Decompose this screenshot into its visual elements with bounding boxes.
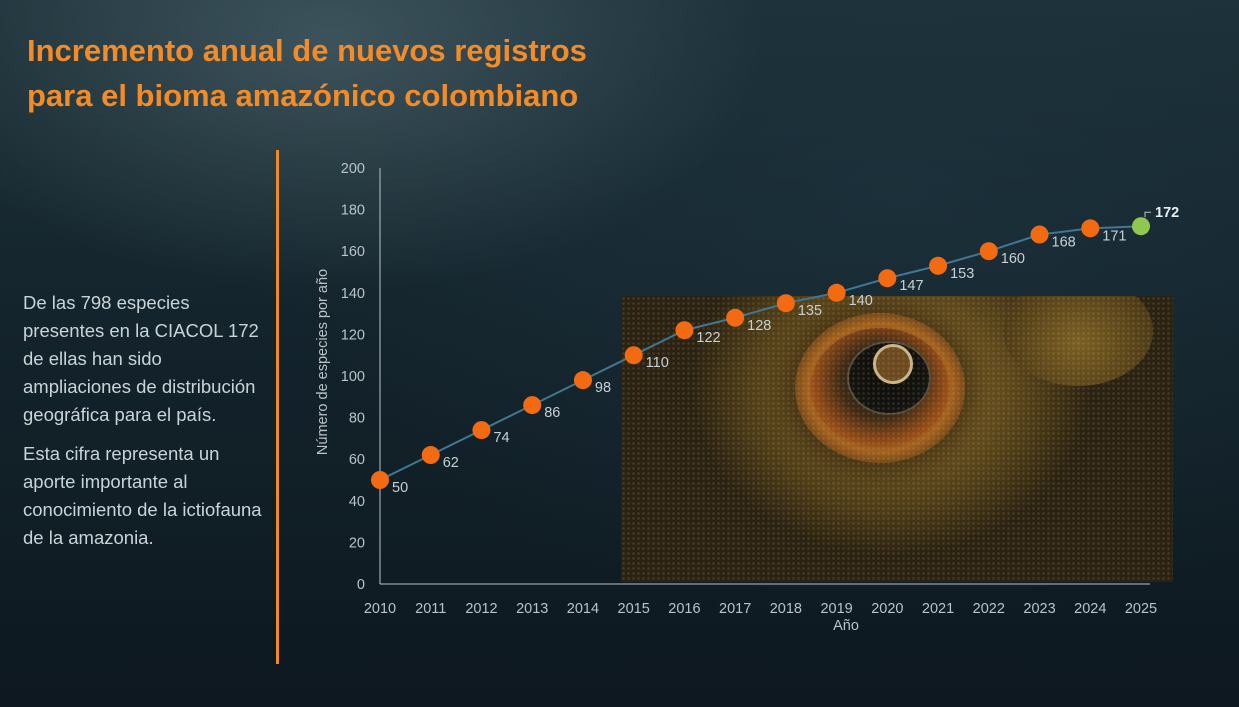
x-tick-label: 2019 xyxy=(820,601,852,617)
photo-skin-texture xyxy=(621,296,1173,582)
data-point xyxy=(523,396,542,415)
y-axis: 0 20 40 60 80 100 120 140 160 180 200 xyxy=(341,161,365,593)
data-label: 62 xyxy=(443,455,459,471)
data-point xyxy=(726,308,745,327)
y-tick-label: 160 xyxy=(341,244,365,260)
data-labels: 50 62 74 86 98 110 122 128 135 140 147 153 160 168 171… xyxy=(392,205,1179,496)
data-point xyxy=(878,269,897,288)
x-tick-label: 2012 xyxy=(465,601,497,617)
data-label: 171 xyxy=(1102,228,1126,244)
data-label: 172 xyxy=(1155,205,1179,221)
y-axis-title: Número de especies por año xyxy=(315,269,331,455)
title-line-1: Incremento anual de nuevos registros xyxy=(27,33,587,68)
data-point xyxy=(573,371,592,390)
x-axis: 2010 2011 2012 2013 2014 2015 2016 2017 2018 2019… xyxy=(364,601,1157,617)
data-point xyxy=(929,256,948,275)
data-label: 153 xyxy=(950,266,974,282)
x-tick-label: 2014 xyxy=(567,601,599,617)
x-tick-label: 2010 xyxy=(364,601,396,617)
data-point xyxy=(776,294,795,313)
series-line-path xyxy=(379,225,1142,481)
x-tick-label: 2022 xyxy=(973,601,1005,617)
label-leader-line xyxy=(1144,211,1151,218)
data-point xyxy=(675,321,694,340)
x-tick-label: 2017 xyxy=(719,601,751,617)
data-label: 140 xyxy=(849,293,873,309)
data-points xyxy=(371,217,1150,489)
y-tick-label: 20 xyxy=(349,535,365,551)
x-tick-label: 2024 xyxy=(1074,601,1106,617)
x-tick-label: 2021 xyxy=(922,601,954,617)
data-point xyxy=(1081,219,1100,238)
data-label: 147 xyxy=(899,278,923,294)
series-line xyxy=(379,225,1142,481)
x-tick-label: 2013 xyxy=(516,601,548,617)
x-tick-label: 2015 xyxy=(618,601,650,617)
y-tick-label: 100 xyxy=(341,369,365,385)
data-point xyxy=(371,471,389,489)
x-tick-label: 2025 xyxy=(1125,601,1157,617)
y-tick-label: 0 xyxy=(357,577,365,593)
data-label: 86 xyxy=(544,405,560,421)
summary-paragraph-1: De las 798 especies presentes en la CIAC… xyxy=(23,292,259,425)
title-line-2: para el bioma amazónico colombiano xyxy=(27,78,579,113)
y-tick-label: 120 xyxy=(341,327,365,343)
data-label: 50 xyxy=(392,480,408,496)
data-point xyxy=(421,446,440,465)
data-label: 110 xyxy=(646,355,669,371)
summary-text: De las 798 especies presentes en la CIAC… xyxy=(23,289,273,563)
y-tick-label: 60 xyxy=(349,452,365,468)
slide-title: Incremento anual de nuevos registros par… xyxy=(27,28,727,118)
y-tick-label: 40 xyxy=(349,494,365,510)
fish-eye-photo xyxy=(621,296,1173,582)
x-tick-label: 2016 xyxy=(668,601,700,617)
data-point-highlight xyxy=(1132,217,1150,236)
y-tick-label: 200 xyxy=(341,161,365,177)
summary-paragraph-2: Esta cifra representa un aporte importan… xyxy=(23,443,262,548)
data-label: 128 xyxy=(747,318,771,334)
data-point xyxy=(472,421,491,440)
x-tick-label: 2018 xyxy=(770,601,802,617)
y-tick-label: 180 xyxy=(341,203,365,219)
data-point xyxy=(979,242,998,261)
vertical-divider xyxy=(276,150,279,664)
x-axis-title: Año xyxy=(833,618,859,634)
x-tick-label: 2020 xyxy=(871,601,903,617)
data-label: 98 xyxy=(595,380,611,396)
data-label: 160 xyxy=(1001,251,1025,267)
photo-iris-lobe xyxy=(873,344,913,384)
x-tick-label: 2011 xyxy=(415,601,446,617)
data-label: 135 xyxy=(798,303,822,319)
x-tick-label: 2023 xyxy=(1023,601,1055,617)
y-tick-label: 80 xyxy=(349,411,365,427)
data-point xyxy=(624,346,643,365)
data-point xyxy=(827,283,846,302)
photo-fin-shape xyxy=(1003,296,1153,386)
data-label: 74 xyxy=(493,430,509,446)
data-label: 168 xyxy=(1052,235,1076,251)
data-label: 122 xyxy=(696,330,720,346)
data-point xyxy=(1030,225,1049,244)
y-tick-label: 140 xyxy=(341,286,365,302)
